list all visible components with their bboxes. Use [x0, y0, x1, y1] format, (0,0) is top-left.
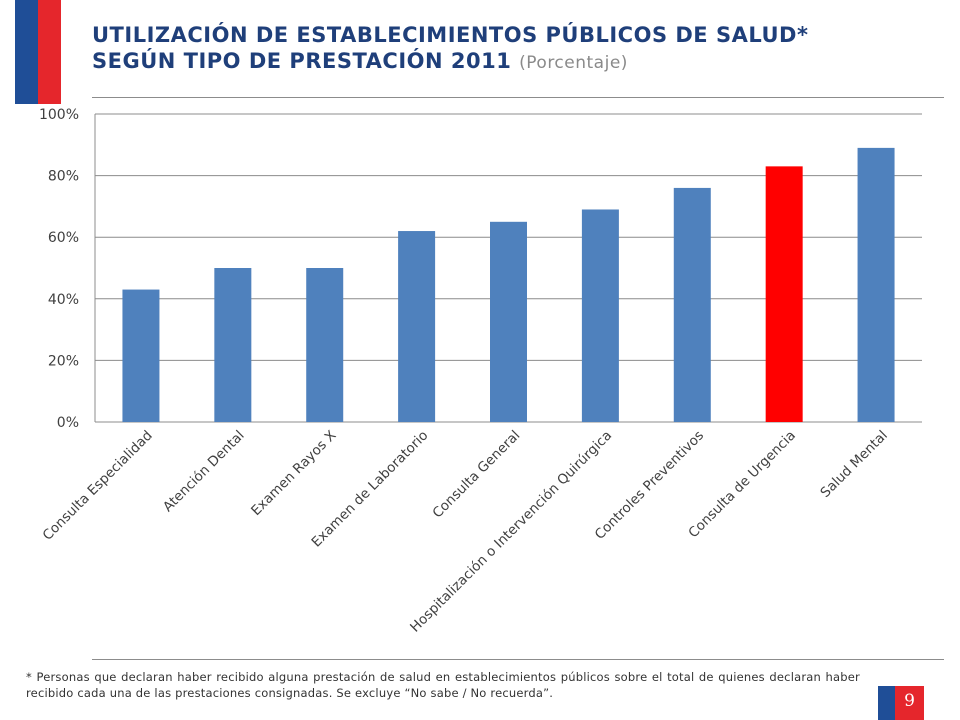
page-badge-blue — [878, 686, 895, 720]
bar — [214, 268, 252, 422]
page-number: 9 — [904, 691, 915, 711]
bar — [398, 231, 436, 422]
x-tick-label: Hospitalización o Intervención Quirúrgic… — [407, 428, 615, 636]
x-tick-label: Salud Mental — [817, 428, 890, 501]
footnote: * Personas que declaran haber recibido a… — [26, 670, 860, 700]
flag-blue-stripe — [15, 0, 38, 104]
bar — [765, 166, 803, 422]
bar — [122, 289, 160, 422]
page-number-badge: 9 — [878, 686, 924, 720]
bar — [306, 268, 344, 422]
x-tick-label: Consulta Especialidad — [40, 428, 156, 544]
footnote-divider — [92, 659, 944, 660]
page-title: UTILIZACIÓN DE ESTABLECIMIENTOS PÚBLICOS… — [92, 22, 932, 76]
y-tick-label: 0% — [57, 415, 79, 431]
x-tick-label: Examen Rayos X — [248, 428, 339, 519]
y-tick-label: 60% — [48, 230, 79, 246]
title-subtitle: (Porcentaje) — [519, 53, 628, 73]
y-tick-label: 80% — [48, 169, 79, 185]
title-line-2-text: SEGÚN TIPO DE PRESTACIÓN 2011 — [92, 49, 512, 73]
title-line-1: UTILIZACIÓN DE ESTABLECIMIENTOS PÚBLICOS… — [92, 23, 809, 47]
brand-flag-bar — [15, 0, 61, 104]
x-tick-label: Atención Dental — [160, 428, 248, 516]
bar-chart: 0% 20% 40% 60% 80% 100% Consulta Especialidad A… — [39, 107, 922, 636]
y-tick-label: 20% — [48, 353, 79, 369]
x-tick-label: Consulta de Urgencia — [685, 428, 799, 542]
bar — [581, 209, 619, 422]
title-line-2: SEGÚN TIPO DE PRESTACIÓN 2011 (Porcentaj… — [92, 48, 932, 76]
y-tick-label: 100% — [39, 107, 79, 123]
title-divider — [92, 97, 944, 98]
bar — [490, 221, 527, 422]
page-badge-red: 9 — [895, 686, 924, 720]
bar — [673, 187, 711, 422]
x-tick-label: Consulta General — [430, 428, 524, 522]
flag-red-stripe — [38, 0, 61, 104]
y-tick-label: 40% — [48, 292, 79, 308]
bar — [857, 147, 895, 422]
